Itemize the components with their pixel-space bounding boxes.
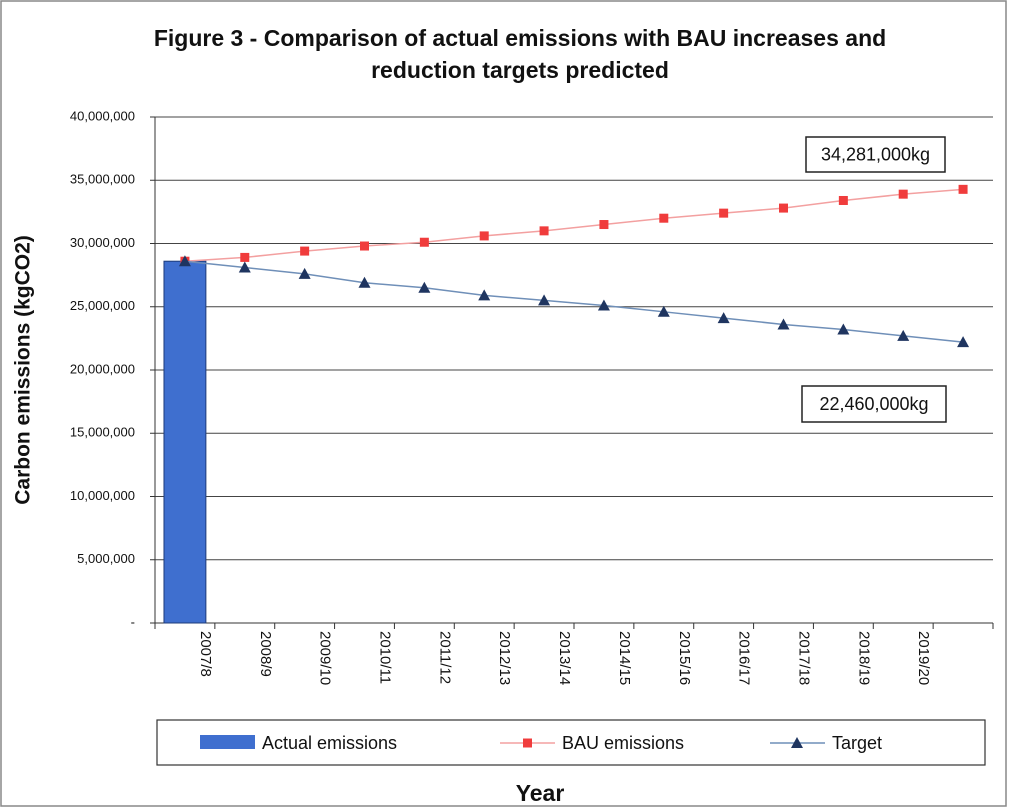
point <box>360 241 369 251</box>
point <box>178 255 191 267</box>
point <box>358 276 371 288</box>
x-tick-label: 2017/18 <box>796 631 813 685</box>
annotation: 22,460,000kg <box>819 394 928 414</box>
legend-label: Target <box>832 733 882 753</box>
x-tick-label: 2011/12 <box>436 631 453 684</box>
point <box>659 213 669 223</box>
x-tick-label: 2012/13 <box>496 631 513 685</box>
y-tick-label: 5,000,000 <box>77 551 135 566</box>
point <box>838 195 848 205</box>
y-tick-label: - <box>131 614 135 629</box>
point <box>298 267 311 279</box>
x-tick-label: 2007/8 <box>197 631 214 677</box>
point <box>897 329 910 341</box>
chart-title: reduction targets predicted <box>371 57 669 83</box>
point <box>418 281 431 293</box>
annotation-box <box>801 385 947 423</box>
point <box>300 246 310 256</box>
point <box>479 231 489 241</box>
y-axis-label: Carbon emissions (kgCO2) <box>12 235 35 505</box>
point <box>777 318 790 330</box>
bar <box>163 260 207 624</box>
y-tick-label: 40,000,000 <box>70 108 135 123</box>
point <box>837 323 850 335</box>
point <box>719 208 729 218</box>
x-tick-label: 2008/9 <box>257 631 274 677</box>
legend-swatch <box>791 737 803 748</box>
y-tick-label: 15,000,000 <box>70 425 135 440</box>
x-tick-label: 2010/11 <box>377 631 394 684</box>
x-tick-label: 2014/15 <box>616 631 633 685</box>
y-tick-label: 30,000,000 <box>70 235 135 250</box>
point <box>657 305 670 317</box>
legend-swatch <box>523 738 532 748</box>
y-tick-label: 20,000,000 <box>70 361 135 376</box>
chart-title: Figure 3 - Comparison of actual emission… <box>154 25 886 51</box>
x-tick-label: 2009/10 <box>317 631 334 685</box>
y-tick-label: 25,000,000 <box>70 298 135 313</box>
point <box>957 336 970 348</box>
point <box>597 299 610 311</box>
point <box>238 261 251 273</box>
point <box>717 312 730 324</box>
point <box>419 237 429 247</box>
x-tick-label: 2015/16 <box>676 631 693 685</box>
y-tick-label: 35,000,000 <box>70 172 135 187</box>
point <box>478 289 491 301</box>
x-tick-label: 2016/17 <box>736 631 753 685</box>
annotation: 34,281,000kg <box>821 144 930 164</box>
point <box>779 203 788 213</box>
legend-swatch <box>200 735 255 749</box>
y-tick-label: 10,000,000 <box>70 488 135 503</box>
point <box>898 189 908 199</box>
line <box>184 260 964 343</box>
point <box>599 220 609 230</box>
x-tick-label: 2013/14 <box>556 631 573 685</box>
x-axis-label: Year <box>516 780 565 806</box>
point <box>539 226 549 236</box>
line <box>184 188 964 262</box>
x-tick-label: 2019/20 <box>915 631 932 685</box>
legend-label: Actual emissions <box>262 733 397 753</box>
x-tick-label: 2018/19 <box>855 631 872 685</box>
point <box>240 252 250 262</box>
legend-label: BAU emissions <box>562 733 684 753</box>
annotation-box <box>805 136 946 173</box>
point <box>538 294 551 306</box>
legend <box>156 719 986 766</box>
point <box>958 184 968 194</box>
